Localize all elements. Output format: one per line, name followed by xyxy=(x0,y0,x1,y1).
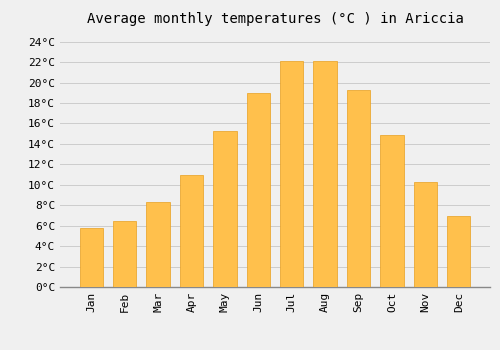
Bar xyxy=(113,220,136,287)
Bar xyxy=(347,90,370,287)
Bar xyxy=(180,175,203,287)
Bar xyxy=(213,131,236,287)
Title: Average monthly temperatures (°C ) in Ariccia: Average monthly temperatures (°C ) in Ar… xyxy=(86,12,464,26)
Bar xyxy=(447,217,470,287)
Bar xyxy=(314,61,337,287)
Bar xyxy=(414,182,437,287)
Bar xyxy=(246,93,270,287)
Bar xyxy=(280,61,303,287)
Bar xyxy=(80,228,103,287)
Bar xyxy=(146,202,170,287)
Bar xyxy=(380,135,404,287)
